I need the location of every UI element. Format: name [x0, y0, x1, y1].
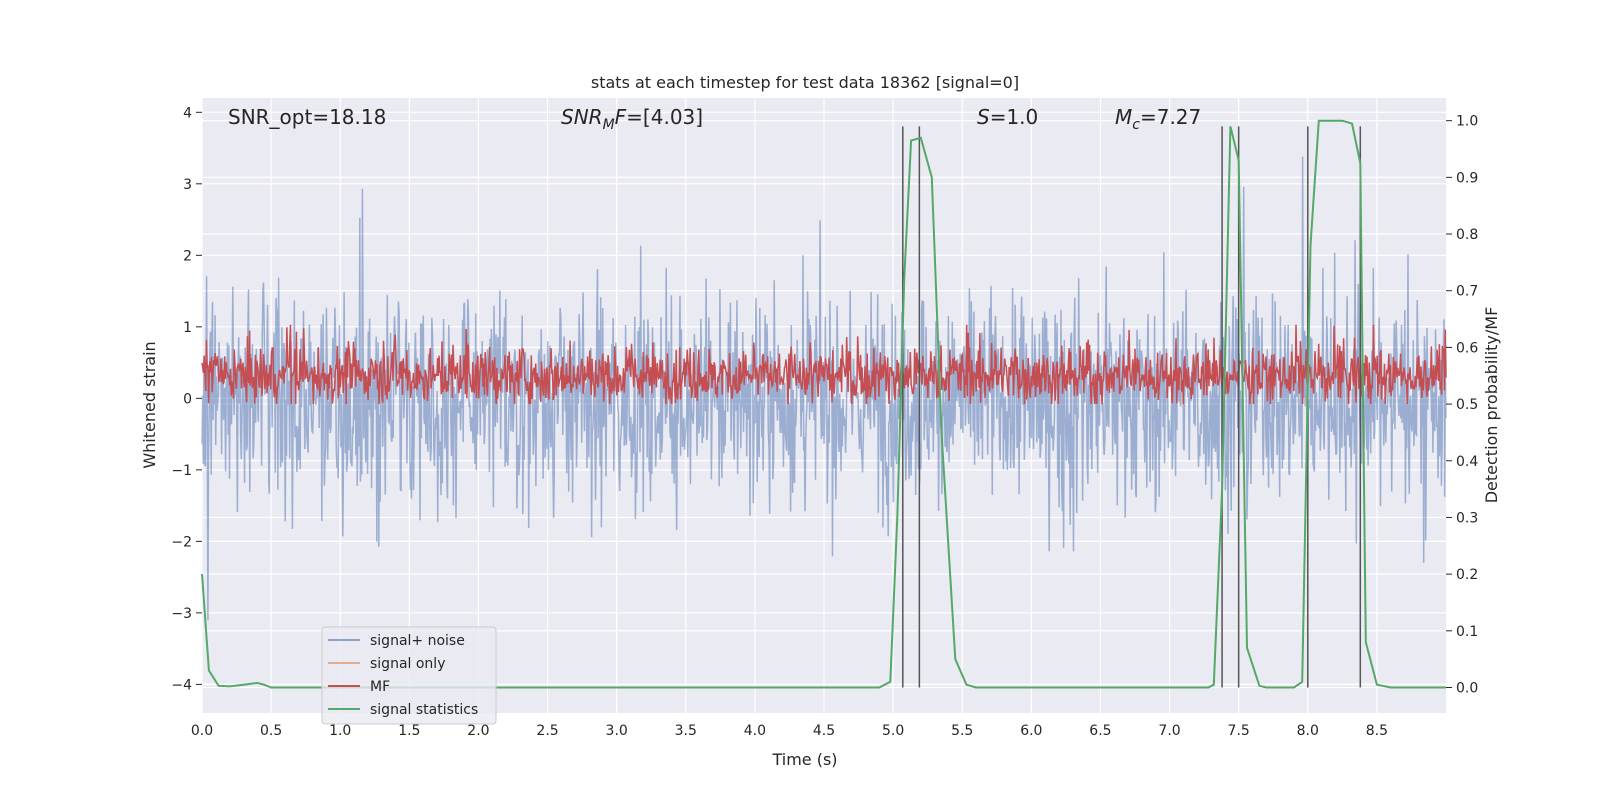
y-right-tick-label: 0.9 — [1456, 170, 1478, 186]
x-tick-label: 1.0 — [329, 723, 351, 739]
annotation-mc-sub: c — [1132, 117, 1140, 133]
legend-label-signal-noise: signal+ noise — [370, 633, 465, 649]
annotation-snr-mf-italic: SNR — [561, 105, 603, 129]
x-tick-label: 6.5 — [1089, 723, 1111, 739]
x-tick-label: 3.5 — [675, 723, 697, 739]
y-right-tick-label: 0.8 — [1456, 227, 1478, 243]
y-right-tick-label: 1.0 — [1456, 114, 1478, 130]
legend-label-mf: MF — [370, 679, 390, 695]
series-signal-statistics — [201, 119, 1446, 689]
annotation-snr-mf-sub: M — [603, 117, 615, 133]
annotation-s-value: =1.0 — [990, 105, 1039, 129]
legend: signal+ noise signal only MF signal stat… — [321, 626, 497, 725]
x-tick-label: 8.0 — [1297, 723, 1319, 739]
annotation-s: S=1.0 — [977, 105, 1038, 129]
x-tick-label: 0.5 — [260, 723, 282, 739]
x-tick-label: 2.0 — [467, 723, 489, 739]
signal-statistics-line — [201, 119, 1446, 689]
annotation-mc-value: =7.27 — [1140, 105, 1201, 129]
annotation-mc-italic: M — [1115, 105, 1132, 129]
y-left-tick-label: −4 — [171, 677, 192, 693]
y-left-tick-label: −1 — [171, 463, 192, 479]
x-tick-label: 7.5 — [1228, 723, 1250, 739]
annotation-snr-mf-value: =[4.03] — [626, 105, 703, 129]
y-left-tick-label: −3 — [171, 606, 192, 622]
y-left-tick-label: −2 — [171, 534, 192, 550]
x-tick-label: 8.5 — [1366, 723, 1388, 739]
y-axis-left-ticks: −4 −3 −2 −1 0 1 2 3 4 — [171, 105, 202, 693]
annotation-s-italic: S — [977, 105, 990, 129]
x-tick-label: 1.5 — [398, 723, 420, 739]
y-right-tick-label: 0.5 — [1456, 397, 1478, 413]
chart-title: stats at each timestep for test data 183… — [591, 73, 1019, 92]
legend-box — [321, 626, 497, 725]
x-tick-label: 4.0 — [744, 723, 766, 739]
y-left-tick-label: 3 — [183, 177, 192, 193]
annotation-snr-opt: SNR_opt=18.18 — [228, 105, 386, 129]
x-axis-ticks: 0.0 0.5 1.0 1.5 2.0 2.5 3.0 3.5 4.0 4.5 5.0 5.5 6.0 6… — [191, 723, 1388, 739]
legend-label-signal-statistics: signal statistics — [370, 702, 478, 718]
y-right-tick-label: 0.0 — [1456, 680, 1478, 696]
y-right-tick-label: 0.1 — [1456, 624, 1478, 640]
y-right-tick-label: 0.4 — [1456, 454, 1478, 470]
y-right-tick-label: 0.6 — [1456, 340, 1478, 356]
y-left-tick-label: 4 — [183, 105, 192, 121]
legend-label-signal-only: signal only — [370, 656, 445, 672]
y-right-tick-label: 0.2 — [1456, 567, 1478, 583]
x-axis-label: Time (s) — [771, 750, 837, 769]
y-right-tick-label: 0.7 — [1456, 284, 1478, 300]
y-axis-right-label: Detection probability/MF — [1482, 307, 1501, 504]
x-tick-label: 6.0 — [1020, 723, 1042, 739]
y-left-tick-label: 0 — [183, 391, 192, 407]
x-tick-label: 7.0 — [1158, 723, 1180, 739]
annotation-snr-mf: SNRMF=[4.03] — [561, 105, 703, 133]
y-right-tick-label: 0.3 — [1456, 510, 1478, 526]
x-tick-label: 4.5 — [813, 723, 835, 739]
x-tick-label: 3.0 — [606, 723, 628, 739]
x-tick-label: 0.0 — [191, 723, 213, 739]
x-tick-label: 5.0 — [882, 723, 904, 739]
y-left-tick-label: 1 — [183, 320, 192, 336]
y-axis-right-ticks: 0.0 0.1 0.2 0.3 0.4 0.5 0.6 0.7 0.8 0.9 1.0 — [1446, 114, 1478, 696]
x-tick-label: 2.5 — [536, 723, 558, 739]
y-axis-left-label: Whitened strain — [140, 341, 159, 468]
annotation-mc: Mc=7.27 — [1115, 105, 1201, 133]
x-tick-label: 5.5 — [951, 723, 973, 739]
y-left-tick-label: 2 — [183, 248, 192, 264]
annotation-snr-mf-italic2: F — [615, 105, 627, 129]
